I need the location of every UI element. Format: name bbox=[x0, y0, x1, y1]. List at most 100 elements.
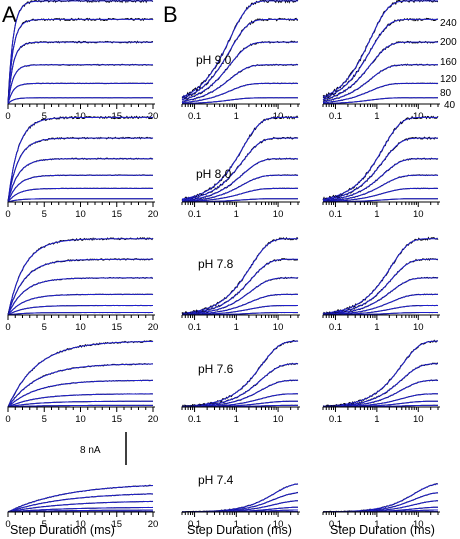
fit-trace bbox=[7, 64, 153, 105]
fit-trace bbox=[182, 492, 299, 513]
x-tick-label: 10 bbox=[413, 414, 424, 425]
x-tick-label: 10 bbox=[273, 209, 284, 220]
fit-trace bbox=[322, 238, 438, 314]
x-tick-label: 15 bbox=[111, 209, 122, 220]
data-trace bbox=[7, 136, 154, 202]
fit-trace bbox=[7, 485, 153, 513]
data-trace bbox=[181, 236, 299, 315]
fit-trace bbox=[7, 379, 153, 408]
chart-b-row: 0.1 1 10 bbox=[322, 115, 440, 220]
data-trace bbox=[322, 236, 439, 315]
fit-trace bbox=[7, 97, 153, 105]
fit-trace bbox=[7, 198, 153, 203]
fit-trace bbox=[322, 18, 438, 99]
x-tick-label: 10 bbox=[273, 322, 284, 333]
x-tick-label: 20 bbox=[148, 111, 159, 122]
voltage-label: 160 bbox=[440, 57, 457, 68]
chart-a-row: 0 5 10 15 20 bbox=[5, 237, 158, 333]
fit-trace bbox=[181, 379, 298, 408]
x-axis-title-b1: Step Duration (ms) bbox=[187, 523, 292, 537]
x-tick-label: 5 bbox=[42, 209, 47, 220]
fit-trace bbox=[323, 258, 438, 315]
chart-b-row: 0.1 1 10 bbox=[181, 236, 300, 333]
fit-trace bbox=[181, 82, 298, 104]
fit-trace bbox=[7, 305, 153, 316]
chart-b-row: 0.1 1 10 bbox=[181, 115, 300, 220]
fit-trace bbox=[322, 277, 438, 315]
ph-label: pH 7.4 bbox=[198, 473, 234, 487]
fit-trace bbox=[7, 258, 153, 316]
data-trace bbox=[7, 363, 154, 408]
voltage-label: 120 bbox=[440, 74, 457, 85]
chart-a-row: 0 5 10 15 20 bbox=[5, 115, 159, 220]
fit-trace bbox=[322, 340, 439, 407]
fit-trace bbox=[7, 158, 153, 203]
x-tick-label: 0 bbox=[5, 519, 10, 530]
x-tick-label: 1 bbox=[234, 414, 239, 425]
fit-trace bbox=[181, 0, 298, 98]
fit-trace bbox=[7, 0, 153, 105]
ph-label: pH 9.0 bbox=[196, 53, 232, 67]
x-tick-label: 0 bbox=[5, 322, 10, 333]
voltage-labels: 240 200 160 120 80 40 bbox=[440, 18, 457, 111]
x-tick-label: 1 bbox=[374, 322, 379, 333]
fit-trace bbox=[182, 293, 298, 315]
fit-trace bbox=[7, 174, 153, 203]
fit-trace bbox=[7, 340, 154, 408]
fit-trace bbox=[7, 293, 153, 316]
fit-trace bbox=[182, 97, 298, 105]
ph-label: pH 7.6 bbox=[198, 362, 234, 376]
x-tick-label: 15 bbox=[111, 414, 122, 425]
x-tick-label: 10 bbox=[75, 414, 86, 425]
fit-trace bbox=[323, 97, 438, 105]
x-tick-label: 20 bbox=[148, 209, 159, 220]
fit-trace bbox=[7, 500, 153, 513]
x-tick-label: 10 bbox=[413, 111, 424, 122]
fit-trace bbox=[323, 492, 439, 513]
fit-trace bbox=[7, 404, 153, 408]
x-tick-label: 0 bbox=[5, 414, 10, 425]
fit-trace bbox=[7, 41, 153, 105]
x-tick-label: 0 bbox=[5, 111, 10, 122]
chart-b-row: 0.1 1 10 bbox=[181, 483, 300, 530]
data-trace bbox=[7, 293, 154, 316]
fit-trace bbox=[7, 363, 153, 408]
fit-trace bbox=[181, 238, 298, 314]
fit-trace bbox=[7, 116, 153, 203]
panel-b-charts: 0.1 1 10 0.1 1 10 0.1 1 10 0.1 1 10 0.1 1 10 0.1 1 10 0.1 1… bbox=[181, 0, 440, 530]
fit-trace bbox=[181, 277, 298, 315]
x-tick-label: 0.1 bbox=[329, 111, 342, 122]
fit-trace bbox=[7, 187, 153, 203]
panel-label-b: B bbox=[163, 2, 178, 27]
fit-trace bbox=[181, 137, 298, 201]
data-trace bbox=[322, 339, 439, 408]
fit-trace bbox=[182, 483, 299, 513]
fit-trace bbox=[322, 158, 438, 201]
data-trace bbox=[7, 0, 154, 106]
chart-b-row: 0.1 1 10 bbox=[322, 236, 440, 333]
chart-b-row: 0.1 1 10 bbox=[322, 483, 440, 530]
x-tick-label: 10 bbox=[413, 209, 424, 220]
x-tick-label: 5 bbox=[42, 519, 47, 530]
data-trace bbox=[323, 379, 439, 408]
data-trace bbox=[7, 82, 154, 105]
x-tick-label: 10 bbox=[273, 414, 284, 425]
x-tick-label: 10 bbox=[75, 209, 86, 220]
fit-trace bbox=[8, 509, 153, 513]
fit-trace bbox=[181, 158, 298, 201]
x-tick-label: 10 bbox=[273, 519, 284, 530]
fit-trace bbox=[322, 116, 438, 200]
data-trace bbox=[7, 276, 153, 315]
data-trace bbox=[7, 17, 154, 104]
fit-trace bbox=[7, 393, 153, 408]
voltage-label: 200 bbox=[440, 37, 457, 48]
x-tick-label: 0.1 bbox=[329, 209, 342, 220]
panel-label-a: A bbox=[2, 2, 17, 27]
data-trace bbox=[7, 97, 154, 105]
fit-trace bbox=[323, 187, 438, 202]
x-tick-label: 0.1 bbox=[329, 519, 342, 530]
fit-trace bbox=[181, 64, 298, 102]
data-trace bbox=[322, 136, 439, 202]
x-tick-label: 15 bbox=[111, 111, 122, 122]
